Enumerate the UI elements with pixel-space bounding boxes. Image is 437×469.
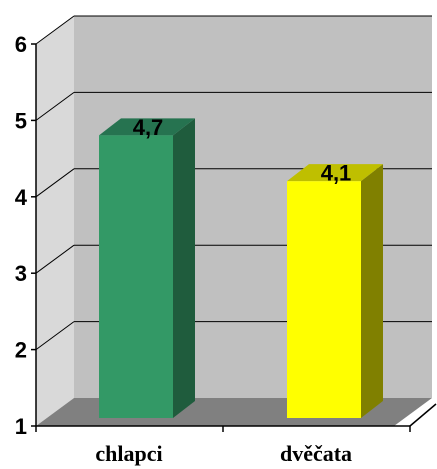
bar-dvěčata: [287, 181, 361, 418]
grid-line-side: [35, 244, 75, 274]
grid-line-side: [35, 15, 75, 45]
bar-side: [173, 118, 195, 418]
grid-line-side: [35, 168, 75, 198]
y-tick-label: 1: [15, 414, 27, 439]
bar-chlapci: [99, 135, 173, 418]
y-tick-label: 5: [15, 108, 27, 133]
data-label: 4,7: [133, 115, 164, 140]
chart-side-wall: [36, 16, 74, 426]
y-tick-label: 4: [15, 185, 28, 210]
x-category-label: dvěčata: [280, 441, 352, 466]
bar-side: [361, 164, 383, 418]
bar-top: [287, 164, 383, 182]
y-tick-label: 6: [15, 32, 27, 57]
y-tick-label: 2: [15, 338, 27, 363]
grid-line-side: [35, 91, 75, 121]
x-category-label: chlapci: [95, 441, 162, 466]
grid-line-side: [35, 321, 75, 351]
y-tick-label: 3: [15, 261, 27, 286]
data-label: 4,1: [321, 161, 352, 186]
floor-front-edge: [409, 403, 437, 427]
bar-top: [99, 118, 195, 136]
